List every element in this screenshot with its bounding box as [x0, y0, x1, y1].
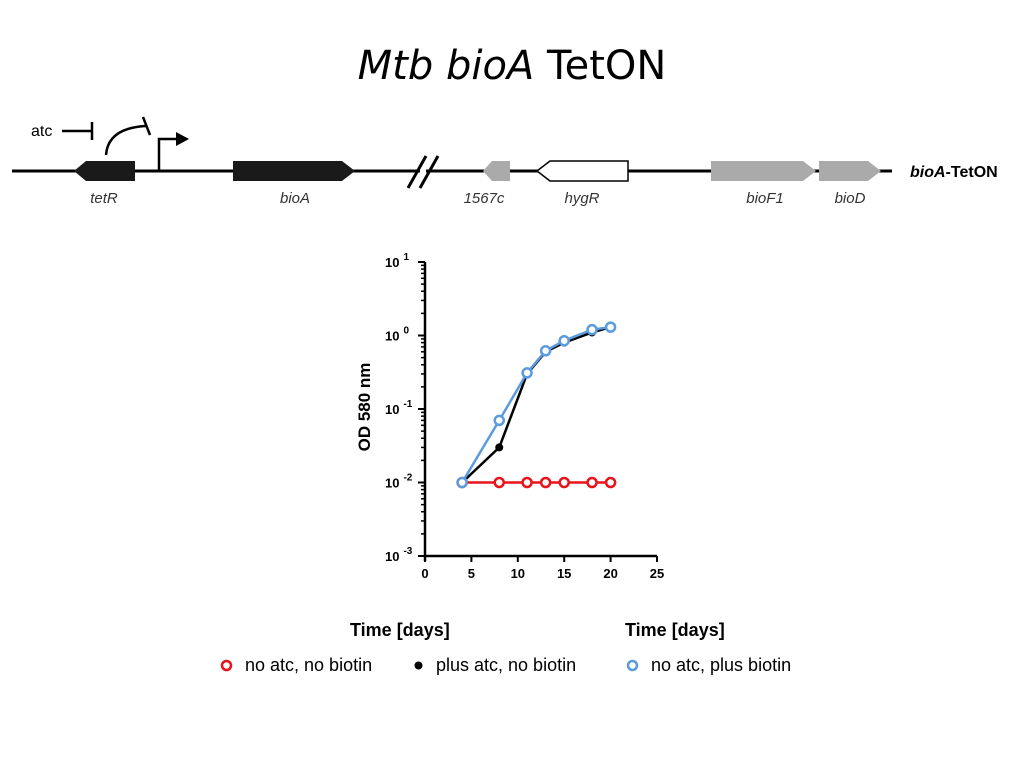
- data-point-series-2: [493, 414, 505, 427]
- chart-plot-area: [456, 321, 617, 489]
- legend-marker-black-filled-circle: [414, 661, 423, 670]
- data-point-series-2: [539, 345, 552, 357]
- y-tick-label: 10 -1: [385, 399, 413, 417]
- data-point-series-2: [586, 323, 598, 336]
- slide-title: Mtb bioA TetON: [0, 42, 1024, 90]
- data-point-series-0: [558, 476, 570, 489]
- break-mark-1: [406, 155, 428, 189]
- y-axis-label: OD 580 nm: [355, 363, 374, 452]
- legend-marker-blue-open-circle: [626, 659, 639, 672]
- legend-label: plus atc, no biotin: [436, 655, 577, 675]
- break-mark-2: [418, 155, 440, 189]
- promoter-arrow-line: [157, 137, 176, 171]
- data-point-series-2: [521, 367, 533, 379]
- data-point-series-1: [606, 323, 615, 332]
- y-tick-label: 10 0: [385, 326, 409, 344]
- gene-label-1567c: 1567c: [464, 190, 505, 207]
- data-point-series-0: [604, 476, 617, 489]
- data-point-series-1: [541, 347, 550, 356]
- legend-label: no atc, plus biotin: [651, 655, 792, 675]
- slide-title-rest: TetON: [547, 43, 667, 89]
- data-point-series-0: [521, 476, 533, 489]
- series-line-2: [461, 325, 611, 484]
- legend-label: no atc, no biotin: [245, 655, 373, 675]
- gene-label-hygr: hygR: [564, 190, 599, 207]
- legend-item-no-atc-plus-biotin: no atc, plus biotin: [626, 655, 791, 676]
- gene-label-bioa: bioA: [280, 190, 310, 207]
- legend-marker-red-open-circle: [220, 659, 233, 672]
- atc-label: atc: [31, 123, 52, 140]
- gene-hygr: [535, 160, 629, 182]
- tetr-inhibit-bar: [141, 116, 152, 136]
- gene-1567c: [483, 161, 510, 181]
- gene-tetr: [74, 161, 135, 181]
- x-tick-label: 15: [557, 566, 571, 581]
- y-tick-label: 10 1: [385, 252, 409, 270]
- data-point-series-1: [588, 328, 597, 337]
- data-point-series-2: [456, 476, 468, 489]
- data-point-series-1: [560, 338, 569, 347]
- tetr-inhibit-arc: [104, 124, 147, 156]
- construct-label-rest: -TetON: [946, 164, 998, 181]
- data-point-series-2: [558, 334, 570, 347]
- gene-biod: [819, 161, 881, 181]
- gene-label-biof1: bioF1: [746, 190, 784, 207]
- data-point-series-0: [539, 476, 552, 489]
- slide-title-italic: Mtb bioA: [357, 43, 535, 89]
- series-line-1: [461, 325, 611, 484]
- data-point-series-1: [495, 443, 504, 452]
- gene-map: atc tetR bioA 1567c hygR bioF1 bioD bioA…: [12, 116, 998, 207]
- x-axis-label: Time [days]: [350, 620, 450, 640]
- data-point-series-1: [523, 369, 532, 378]
- y-tick-label: 10 -3: [385, 546, 413, 564]
- construct-label-italic: bioA: [910, 164, 946, 181]
- legend-item-no-atc-no-biotin: no atc, no biotin: [220, 655, 372, 676]
- legend-item-plus-atc-no-biotin: plus atc, no biotin: [413, 655, 576, 676]
- data-point-series-1: [458, 478, 467, 487]
- promoter-arrow-icon: [176, 132, 189, 146]
- data-point-series-0: [493, 476, 505, 489]
- gene-label-biod: bioD: [835, 190, 866, 207]
- data-point-series-0: [586, 476, 598, 489]
- gene-biof1: [711, 161, 816, 181]
- gene-bioa: [233, 161, 355, 181]
- x-axis-label-repeat: Time [days]: [625, 620, 725, 640]
- x-tick-label: 10: [511, 566, 525, 581]
- gene-label-tetr: tetR: [90, 190, 118, 207]
- y-tick-label: 10 -2: [385, 473, 413, 491]
- data-point-series-0: [456, 476, 468, 489]
- construct-label: bioA-TetON: [910, 164, 998, 181]
- data-point-series-2: [604, 321, 617, 333]
- x-tick-label: 25: [650, 566, 664, 581]
- x-tick-label: 5: [468, 566, 475, 581]
- x-tick-label: 0: [421, 566, 428, 581]
- x-tick-label: 20: [603, 566, 617, 581]
